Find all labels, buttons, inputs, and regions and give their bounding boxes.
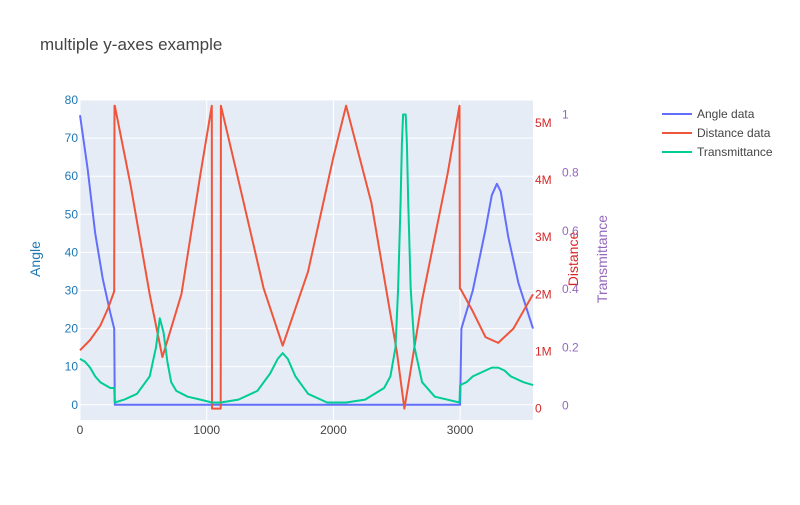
angle-tick-label: 30 xyxy=(65,283,79,297)
series-line-angle-data xyxy=(79,115,534,406)
transmittance-tick-label: 0.6 xyxy=(562,224,579,238)
angle-axis-label: Angle xyxy=(27,241,43,277)
transmittance-tick-label: 1 xyxy=(562,108,569,122)
series-line-transmittance xyxy=(79,113,534,404)
distance-tick-label: 5M xyxy=(535,116,552,130)
angle-tick-label: 20 xyxy=(65,322,79,336)
legend-item-distance-data[interactable]: Distance data xyxy=(662,126,771,140)
legend-label: Transmittance xyxy=(697,145,773,159)
angle-tick-label: 60 xyxy=(65,169,79,183)
legend-label: Angle data xyxy=(697,107,755,121)
distance-tick-label: 2M xyxy=(535,287,552,301)
angle-tick-label: 0 xyxy=(71,398,78,412)
legend-item-angle-data[interactable]: Angle data xyxy=(662,107,755,121)
transmittance-tick-label: 0.8 xyxy=(562,166,579,180)
transmittance-tick-label: 0.2 xyxy=(562,340,579,354)
plot-area: 0 1000 2000 30000102030405060708001M2M3M4M5… xyxy=(65,93,579,437)
angle-tick-label: 50 xyxy=(65,207,79,221)
x-tick-label: 1000 xyxy=(193,423,220,437)
x-tick-label: 2000 xyxy=(320,423,347,437)
series-line-distance-data xyxy=(79,104,534,410)
transmittance-tick-label: 0 xyxy=(562,398,569,412)
angle-tick-label: 80 xyxy=(65,93,79,107)
transmittance-tick-label: 0.4 xyxy=(562,282,579,296)
legend[interactable]: Angle data Distance data Transmittance xyxy=(662,107,773,159)
angle-tick-label: 10 xyxy=(65,360,79,374)
x-tick-label: 0 xyxy=(77,423,84,437)
legend-label: Distance data xyxy=(697,126,771,140)
distance-tick-label: 0 xyxy=(535,402,542,416)
distance-tick-label: 1M xyxy=(535,344,552,358)
transmittance-axis-label: Transmittance xyxy=(594,215,610,303)
chart-title: multiple y-axes example xyxy=(40,35,222,54)
distance-tick-label: 3M xyxy=(535,230,552,244)
x-tick-label: 3000 xyxy=(447,423,474,437)
plot-background xyxy=(80,100,533,420)
distance-axis-label: Distance xyxy=(565,232,581,287)
legend-item-transmittance[interactable]: Transmittance xyxy=(662,145,773,159)
distance-tick-label: 4M xyxy=(535,173,552,187)
angle-tick-label: 40 xyxy=(65,245,79,259)
angle-tick-label: 70 xyxy=(65,131,79,145)
